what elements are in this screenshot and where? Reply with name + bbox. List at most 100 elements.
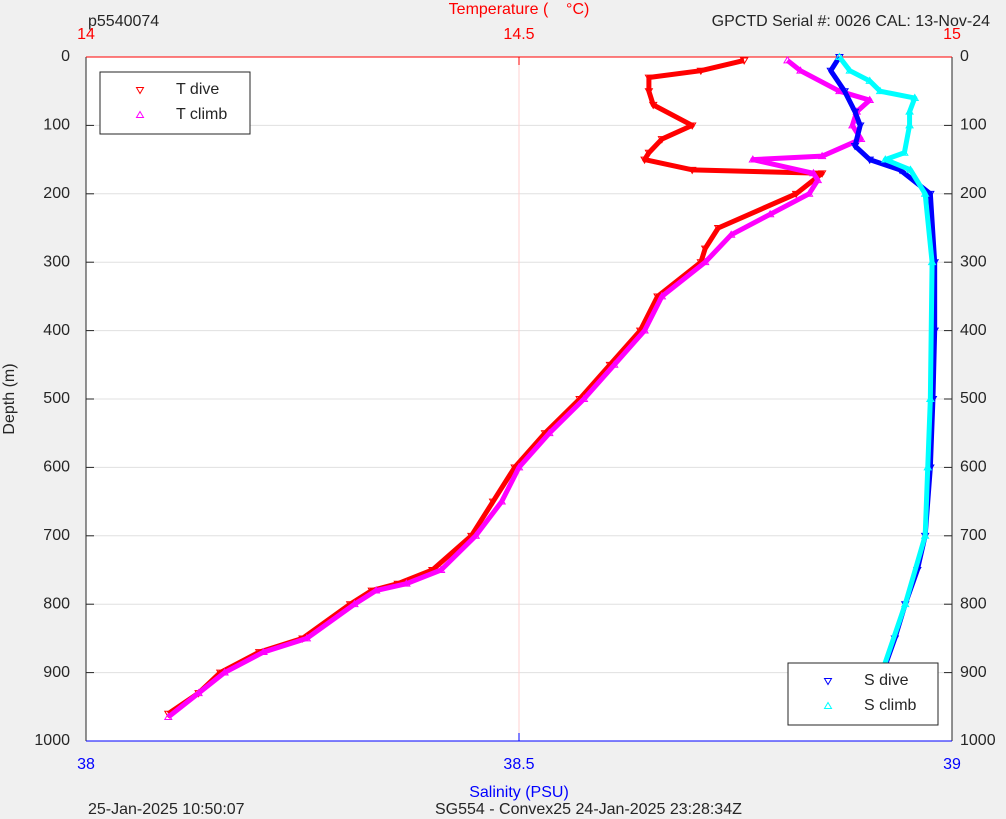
data-point [514, 462, 524, 471]
annotation: 25-Jan-2025 10:50:07 [88, 801, 245, 818]
x2-axis-label: Temperature ( °C) [449, 1, 590, 18]
data-point [371, 586, 381, 594]
y2-tick-label: 1000 [960, 732, 996, 749]
data-point [644, 149, 654, 158]
legend-label: S climb [864, 697, 917, 714]
data-point [657, 136, 667, 144]
y-tick-label: 400 [43, 322, 70, 339]
legend-label: S dive [864, 672, 909, 689]
data-point [791, 190, 801, 199]
y-tick-label: 200 [43, 185, 70, 202]
data-point [925, 394, 935, 402]
legend: S dive S climb [787, 662, 939, 726]
data-point [765, 209, 775, 218]
data-point [783, 55, 792, 64]
data-point [648, 101, 658, 110]
data-point [579, 394, 589, 402]
data-point [855, 122, 865, 130]
data-point [835, 86, 844, 95]
x2-tick-label: 14.5 [503, 26, 534, 43]
legend-marker [823, 701, 833, 709]
data-point [544, 428, 554, 437]
y-tick-label: 0 [61, 48, 70, 65]
y-tick-label: 700 [43, 527, 70, 544]
y-tick-label: 500 [43, 390, 70, 407]
profile-line [837, 55, 935, 718]
y-axis-label: Depth (m) [1, 363, 18, 434]
data-point [906, 165, 915, 173]
data-point [194, 688, 203, 697]
data-point [350, 599, 359, 608]
annotation: SG554 - Convex25 24-Jan-2025 23:28:34Z [435, 801, 742, 818]
data-point [809, 168, 818, 177]
data-point [865, 95, 875, 104]
data-point [850, 108, 860, 117]
data-point [905, 120, 914, 129]
data-point [910, 93, 920, 101]
data-point [713, 225, 723, 233]
data-point [726, 230, 736, 238]
x-axis-label: Salinity (PSU) [469, 784, 569, 801]
data-point [845, 66, 855, 74]
legend-box [787, 662, 939, 726]
y2-tick-label: 700 [960, 527, 987, 544]
data-point [163, 712, 173, 721]
data-point [848, 120, 857, 129]
y-tick-label: 100 [43, 117, 70, 134]
data-point [927, 257, 937, 266]
chart-title: p5540074 [88, 13, 159, 30]
data-point [259, 647, 268, 656]
chart-subtitle: GPCTD Serial #: 0026 CAL: 13-Nov-24 [712, 13, 990, 30]
data-point [804, 189, 814, 197]
data-point [880, 155, 890, 163]
data-point [813, 175, 823, 184]
data-point [899, 148, 909, 156]
data-point [488, 498, 498, 507]
data-point [835, 52, 844, 60]
y2-tick-label: 600 [960, 459, 987, 476]
data-point [920, 189, 930, 197]
data-point [220, 668, 229, 676]
y2-tick-label: 100 [960, 117, 987, 134]
x-tick-label: 38 [77, 756, 95, 773]
y-tick-label: 900 [43, 664, 70, 681]
data-point [497, 497, 507, 505]
data-point [920, 531, 930, 539]
data-point [640, 326, 649, 334]
data-point [796, 66, 805, 74]
data-point [905, 107, 914, 115]
data-point [302, 633, 312, 642]
data-point [436, 565, 446, 573]
data-point [900, 599, 910, 608]
data-point [687, 122, 697, 130]
data-point [817, 170, 827, 178]
y2-tick-label: 0 [960, 48, 969, 65]
data-point [748, 155, 758, 163]
x2-tick-label: 14 [77, 26, 95, 43]
data-point [402, 579, 411, 587]
legend: T dive T climb [99, 71, 251, 135]
data-point [817, 151, 827, 160]
data-point [609, 360, 619, 368]
legend-marker [135, 87, 145, 95]
data-point [875, 86, 885, 95]
data-point [644, 88, 654, 96]
y2-tick-label: 300 [960, 253, 987, 270]
y2-tick-label: 200 [960, 185, 987, 202]
y2-tick-label: 400 [960, 322, 987, 339]
legend-label: T climb [176, 106, 227, 123]
data-point [640, 156, 649, 165]
data-point [739, 57, 749, 65]
y-tick-label: 600 [43, 459, 70, 476]
data-point [850, 142, 860, 151]
data-point [471, 531, 481, 539]
data-point [865, 156, 875, 165]
data-point [923, 462, 933, 471]
y-tick-label: 800 [43, 595, 70, 612]
x2-tick-label: 15 [943, 26, 961, 43]
data-point [644, 74, 654, 83]
data-point [865, 76, 875, 84]
data-point [925, 190, 935, 199]
data-point [700, 257, 710, 266]
